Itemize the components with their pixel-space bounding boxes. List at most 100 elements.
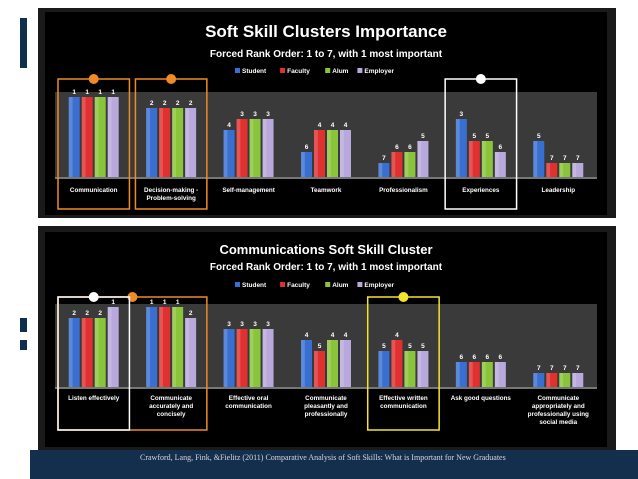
category-label: Ask good questions [451, 395, 512, 402]
bar-shine [68, 97, 73, 177]
data-label: 4 [318, 122, 322, 129]
data-label: 7 [382, 155, 386, 162]
bar [159, 307, 171, 387]
chart-panel-top: Soft Skill Clusters Importance Forced Ran… [45, 12, 607, 215]
bar-shine [327, 340, 331, 387]
chart-title: Soft Skill Clusters Importance [205, 22, 447, 41]
bar-shine [314, 130, 318, 177]
bar [546, 163, 558, 177]
data-label: 1 [163, 299, 167, 306]
category-label: Self-management [222, 187, 275, 194]
bar [172, 108, 184, 177]
data-label: 6 [473, 354, 477, 361]
data-label: 6 [395, 144, 399, 151]
bar [159, 108, 171, 177]
legend-swatch [325, 68, 331, 73]
bar-shine [559, 373, 564, 387]
bar-shine [378, 163, 383, 177]
data-label: 3 [240, 111, 244, 118]
bar [327, 340, 338, 387]
bar [417, 351, 429, 387]
bar [494, 152, 506, 177]
category-label: Decision-making - [144, 187, 198, 194]
data-label: 2 [150, 100, 154, 107]
data-label: 7 [563, 155, 567, 162]
category-label: Teamwork [311, 187, 342, 194]
bar [262, 119, 274, 177]
data-label: 2 [72, 310, 76, 317]
category-label: Communicate [150, 395, 192, 402]
bar-shine [572, 373, 577, 387]
bar-shine [481, 362, 486, 387]
category-label: Experiences [462, 187, 500, 194]
bar-shine [81, 97, 86, 177]
bar [455, 362, 467, 387]
bar [107, 97, 119, 177]
bar [249, 119, 261, 177]
bar-shine [159, 108, 163, 177]
data-label: 3 [266, 321, 270, 328]
category-label: Leadership [541, 187, 575, 194]
bar-shine [107, 307, 112, 387]
bar [468, 362, 480, 387]
data-label: 5 [318, 343, 322, 350]
data-label: 4 [305, 332, 309, 339]
bar-shine [468, 362, 473, 387]
bar [94, 318, 106, 387]
data-label: 4 [395, 332, 399, 339]
bar [301, 340, 312, 387]
footer-bar [30, 450, 638, 479]
bar [236, 119, 248, 177]
bar-shine [494, 152, 499, 177]
bar-shine [404, 351, 409, 387]
bar-shine [533, 141, 538, 177]
legend-label: Faculty [287, 282, 310, 289]
highlight-marker [88, 292, 99, 302]
deco-block [20, 318, 27, 332]
data-label: 5 [486, 133, 490, 140]
bar [172, 307, 184, 387]
data-label: 2 [189, 310, 193, 317]
data-label: 1 [111, 299, 115, 306]
data-label: 2 [98, 310, 102, 317]
bar [94, 97, 106, 177]
category-label: accurately and [149, 403, 193, 410]
bar [572, 373, 584, 387]
bar-shine [546, 163, 551, 177]
legend-label: Student [242, 68, 267, 75]
category-label: Communication [70, 187, 118, 194]
bar [494, 362, 506, 387]
baseline [55, 177, 597, 179]
data-label: 3 [240, 321, 244, 328]
bar-shine [301, 152, 305, 177]
category-label: communication [225, 403, 272, 410]
data-label: 1 [85, 89, 89, 96]
plot-band [55, 304, 597, 387]
bar [481, 362, 493, 387]
bar [68, 97, 80, 177]
bar [417, 141, 429, 177]
data-label: 7 [576, 155, 580, 162]
legend-label: Student [242, 282, 267, 289]
data-label: 2 [176, 100, 180, 107]
bar-shine [172, 307, 176, 387]
chart-subtitle: Forced Rank Order: 1 to 7, with 1 most i… [210, 262, 443, 273]
bar-shine [249, 329, 254, 387]
data-label: 4 [344, 122, 348, 129]
bar-shine [249, 119, 254, 177]
chart-panel-bottom: Communications Soft Skill Cluster Forced … [45, 232, 607, 447]
bar [68, 318, 80, 387]
highlight-marker [475, 74, 486, 84]
category-label: Communicate [537, 395, 579, 402]
legend-label: Employer [364, 68, 394, 75]
legend-swatch [235, 68, 240, 73]
bar [559, 373, 571, 387]
bar [223, 329, 235, 387]
bar-shine [417, 351, 422, 387]
data-label: 4 [227, 122, 231, 129]
bar [185, 318, 197, 387]
bar [455, 119, 467, 177]
data-label: 5 [473, 133, 477, 140]
bar [533, 373, 545, 387]
legend-label: Faculty [287, 68, 310, 75]
